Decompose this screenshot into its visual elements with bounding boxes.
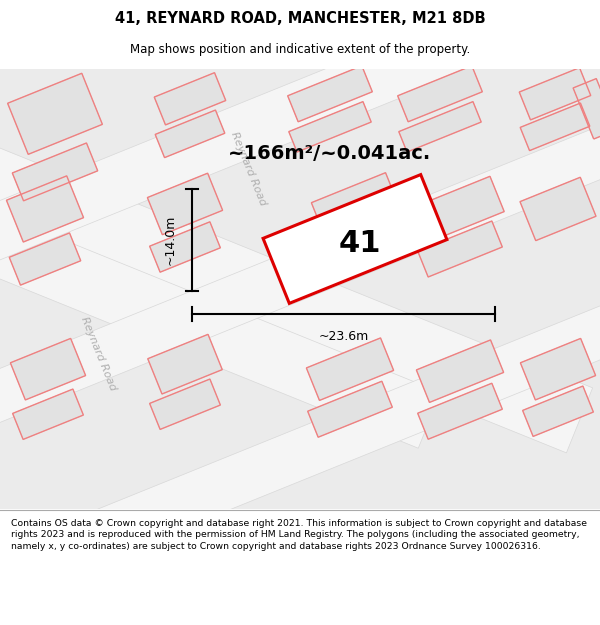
Polygon shape [313,216,397,272]
Polygon shape [7,176,83,242]
Polygon shape [573,79,600,139]
Polygon shape [263,174,447,303]
Polygon shape [13,389,83,439]
Text: Reynard Road: Reynard Road [229,131,268,208]
Polygon shape [10,338,86,400]
Polygon shape [520,177,596,241]
Polygon shape [149,379,220,429]
Text: ~23.6m: ~23.6m [319,329,368,342]
Polygon shape [0,262,600,625]
Polygon shape [519,68,591,120]
Polygon shape [416,176,504,242]
Text: 41, REYNARD ROAD, MANCHESTER, M21 8DB: 41, REYNARD ROAD, MANCHESTER, M21 8DB [115,11,485,26]
Polygon shape [0,130,441,448]
Polygon shape [418,221,502,277]
Text: Contains OS data © Crown copyright and database right 2021. This information is : Contains OS data © Crown copyright and d… [11,519,587,551]
Polygon shape [287,66,373,122]
Polygon shape [154,72,226,125]
Polygon shape [0,125,593,453]
Polygon shape [289,102,371,152]
Polygon shape [523,386,593,436]
Text: ~166m²/~0.041ac.: ~166m²/~0.041ac. [229,144,431,163]
Text: ~14.0m: ~14.0m [163,215,176,265]
Polygon shape [148,334,222,394]
Text: Map shows position and indicative extent of the property.: Map shows position and indicative extent… [130,42,470,56]
Polygon shape [0,82,600,466]
Polygon shape [311,173,398,235]
Polygon shape [155,110,225,158]
Polygon shape [149,222,220,272]
Polygon shape [398,66,482,122]
Text: Reynard Road: Reynard Road [79,316,118,392]
Polygon shape [8,73,103,154]
Text: 41: 41 [339,229,381,259]
Polygon shape [9,233,81,285]
Polygon shape [520,103,590,151]
Polygon shape [416,340,503,402]
Polygon shape [418,383,502,439]
Polygon shape [308,381,392,438]
Polygon shape [148,173,223,235]
Polygon shape [0,0,600,303]
Polygon shape [307,338,394,401]
Polygon shape [399,102,481,152]
Polygon shape [520,338,596,400]
Polygon shape [12,143,98,201]
